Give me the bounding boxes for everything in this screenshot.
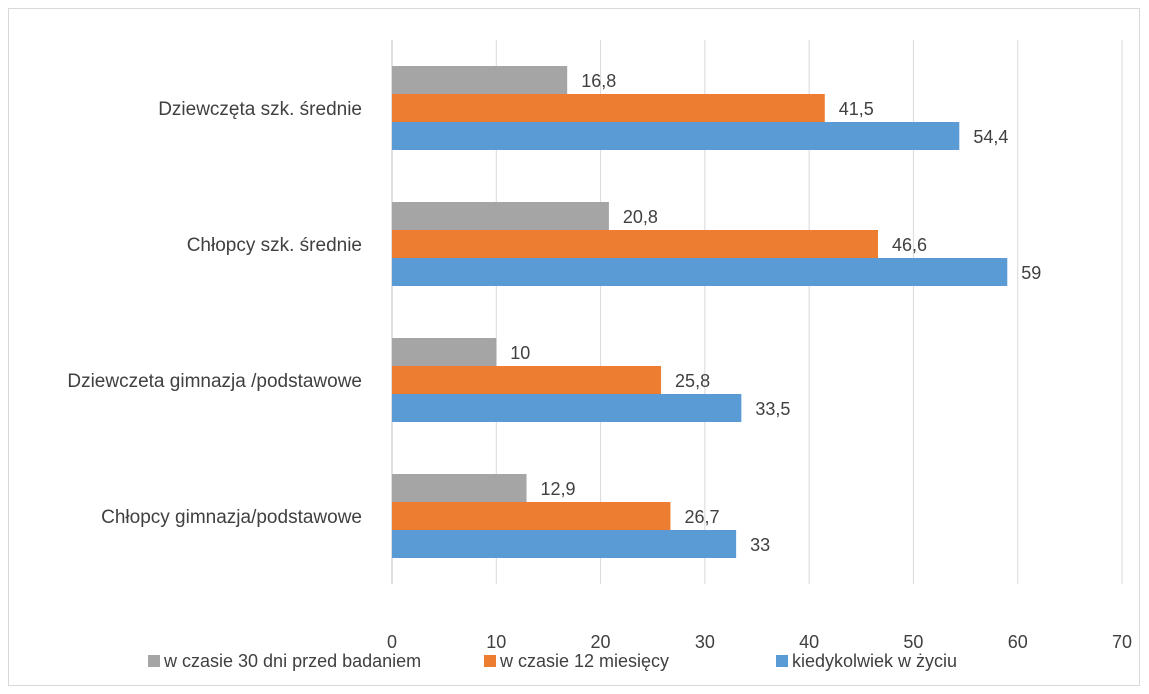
bar-gray — [392, 202, 609, 230]
data-label: 33,5 — [755, 399, 790, 419]
bar-blue — [392, 530, 737, 558]
x-tick-label: 50 — [903, 632, 923, 652]
category-label: Chłopcy szk. średnie — [187, 235, 362, 256]
x-tick-label: 60 — [1008, 632, 1028, 652]
bar-gray — [392, 66, 568, 94]
category-label: Dziewczęta szk. średnie — [158, 99, 362, 120]
legend-label: kiedykolwiek w życiu — [792, 651, 957, 671]
data-label: 59 — [1021, 263, 1041, 283]
legend-swatch — [148, 655, 160, 667]
legend-label: w czasie 12 miesięcy — [499, 651, 669, 671]
data-label: 25,8 — [675, 371, 710, 391]
bar-orange — [392, 502, 671, 530]
data-label: 20,8 — [623, 207, 658, 227]
bar-orange — [392, 230, 878, 258]
data-label: 10 — [510, 343, 530, 363]
legend-swatch — [776, 655, 788, 667]
data-label: 33 — [750, 535, 770, 555]
bar-blue — [392, 394, 742, 422]
bar-blue — [392, 258, 1008, 286]
category-label: Chłopcy gimnazja/podstawowe — [101, 507, 362, 528]
data-label: 12,9 — [541, 479, 576, 499]
bar-orange — [392, 366, 662, 394]
data-label: 54,4 — [973, 127, 1008, 147]
x-tick-label: 30 — [695, 632, 715, 652]
bar-blue — [392, 122, 960, 150]
x-tick-label: 0 — [387, 632, 397, 652]
data-label: 41,5 — [839, 99, 874, 119]
bar-gray — [392, 338, 497, 366]
x-tick-label: 70 — [1112, 632, 1132, 652]
data-label: 16,8 — [581, 71, 616, 91]
x-tick-label: 20 — [591, 632, 611, 652]
x-tick-label: 40 — [799, 632, 819, 652]
data-label: 46,6 — [892, 235, 927, 255]
legend-label: w czasie 30 dni przed badaniem — [163, 651, 421, 671]
x-tick-label: 10 — [486, 632, 506, 652]
data-label: 26,7 — [684, 507, 719, 527]
bar-orange — [392, 94, 825, 122]
legend-swatch — [484, 655, 496, 667]
category-label: Dziewczeta gimnazja /podstawowe — [67, 371, 362, 392]
bar-gray — [392, 474, 527, 502]
